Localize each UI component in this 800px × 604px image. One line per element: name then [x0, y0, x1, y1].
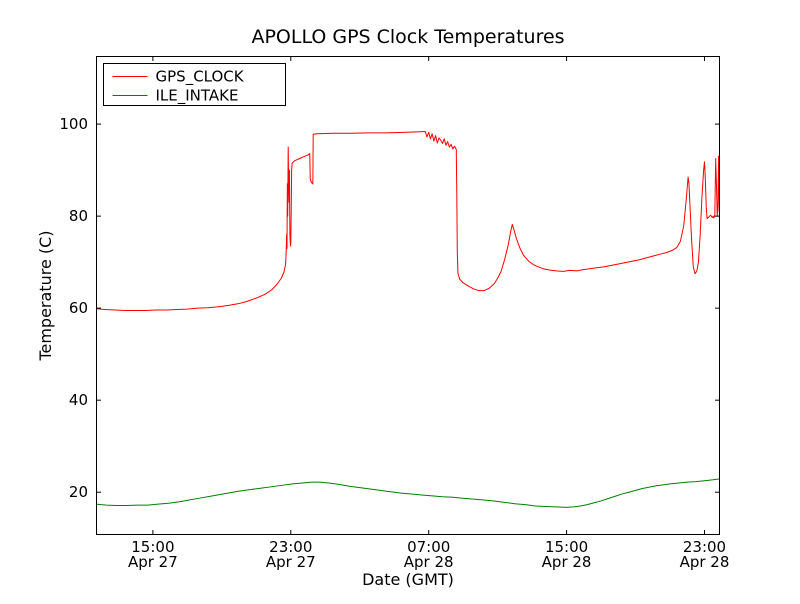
series-line-gps_clock	[96, 130, 720, 311]
y-tick-label: 60	[69, 299, 88, 317]
x-axis-label: Date (GMT)	[362, 570, 454, 589]
chart-title: APOLLO GPS Clock Temperatures	[251, 26, 564, 48]
plot-border	[96, 56, 720, 535]
x-tick-label: 15:00 Apr 27	[128, 538, 178, 571]
x-tick-label: 15:00 Apr 28	[542, 538, 592, 571]
series-line-ile_intake	[96, 478, 720, 508]
x-tick-label: 23:00 Apr 28	[680, 538, 730, 571]
legend-label: ILE_INTAKE	[156, 87, 239, 106]
legend-box	[103, 63, 286, 106]
legend-label: GPS_CLOCK	[156, 68, 245, 87]
y-tick-label: 40	[69, 391, 88, 409]
y-tick-label: 20	[69, 483, 88, 501]
plot-series	[96, 130, 720, 508]
x-tick-label: 07:00 Apr 28	[404, 538, 454, 571]
x-tick-label: 23:00 Apr 27	[266, 538, 316, 571]
y-tick-label: 80	[69, 207, 88, 225]
plot-axes: 15:00 Apr 27 23:00 Apr 27 07:00 Apr 28 15:00 Ap…	[59, 56, 729, 571]
y-tick-label: 100	[59, 115, 88, 133]
y-axis-label: Temperature (C)	[36, 230, 55, 361]
